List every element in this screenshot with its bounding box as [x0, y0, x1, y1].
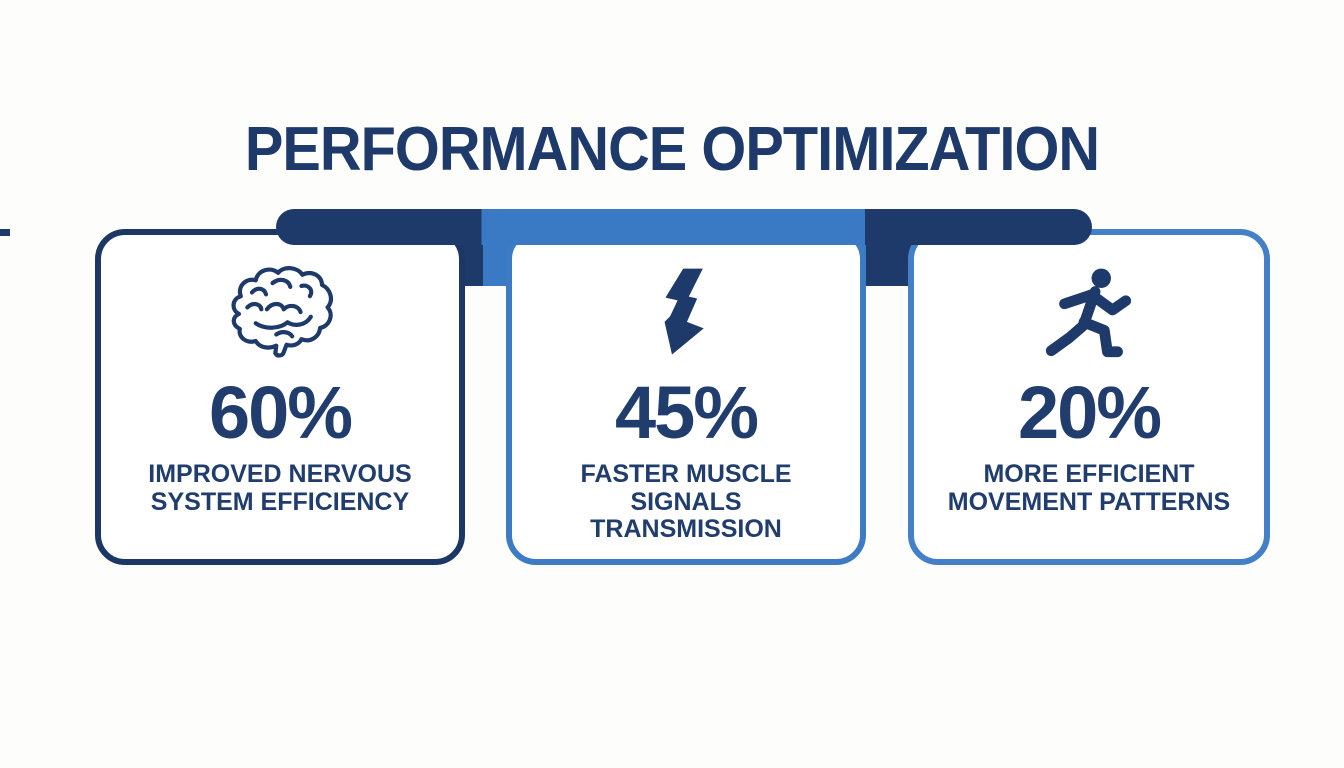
stat-label: IMPROVED NERVOUS SYSTEM EFFICIENCY — [148, 460, 412, 516]
stat-card-nervous-system: 60% IMPROVED NERVOUS SYSTEM EFFICIENCY — [95, 229, 465, 565]
stat-label: MORE EFFICIENT MOVEMENT PATTERNS — [947, 460, 1231, 516]
stat-label-line: IMPROVED NERVOUS — [148, 460, 412, 488]
stat-label-line: FASTER MUSCLE — [580, 460, 792, 488]
runner-icon — [1043, 263, 1135, 363]
stat-card-movement-patterns: 20% MORE EFFICIENT MOVEMENT PATTERNS — [908, 229, 1270, 565]
stat-label-line: TRANSMISSION — [590, 515, 782, 543]
stat-percent: 45% — [614, 371, 759, 454]
stat-card-muscle-signals: 45% FASTER MUSCLE SIGNALS TRANSMISSION — [506, 229, 866, 565]
page-title: PERFORMANCE OPTIMIZATION — [244, 115, 1100, 184]
lightning-icon — [658, 263, 714, 363]
brain-icon — [224, 263, 336, 363]
stat-percent: 20% — [1017, 371, 1162, 454]
edge-line-fragment — [0, 229, 10, 236]
stat-label: FASTER MUSCLE SIGNALS TRANSMISSION — [580, 460, 792, 544]
stat-label-line: MORE EFFICIENT — [983, 460, 1195, 488]
stat-label-line: SIGNALS — [630, 487, 742, 516]
stat-percent: 60% — [208, 371, 353, 454]
connector-bar — [276, 209, 1092, 245]
stat-label-line: SYSTEM EFFICIENCY — [150, 487, 410, 516]
stat-label-line: MOVEMENT PATTERNS — [947, 487, 1231, 516]
